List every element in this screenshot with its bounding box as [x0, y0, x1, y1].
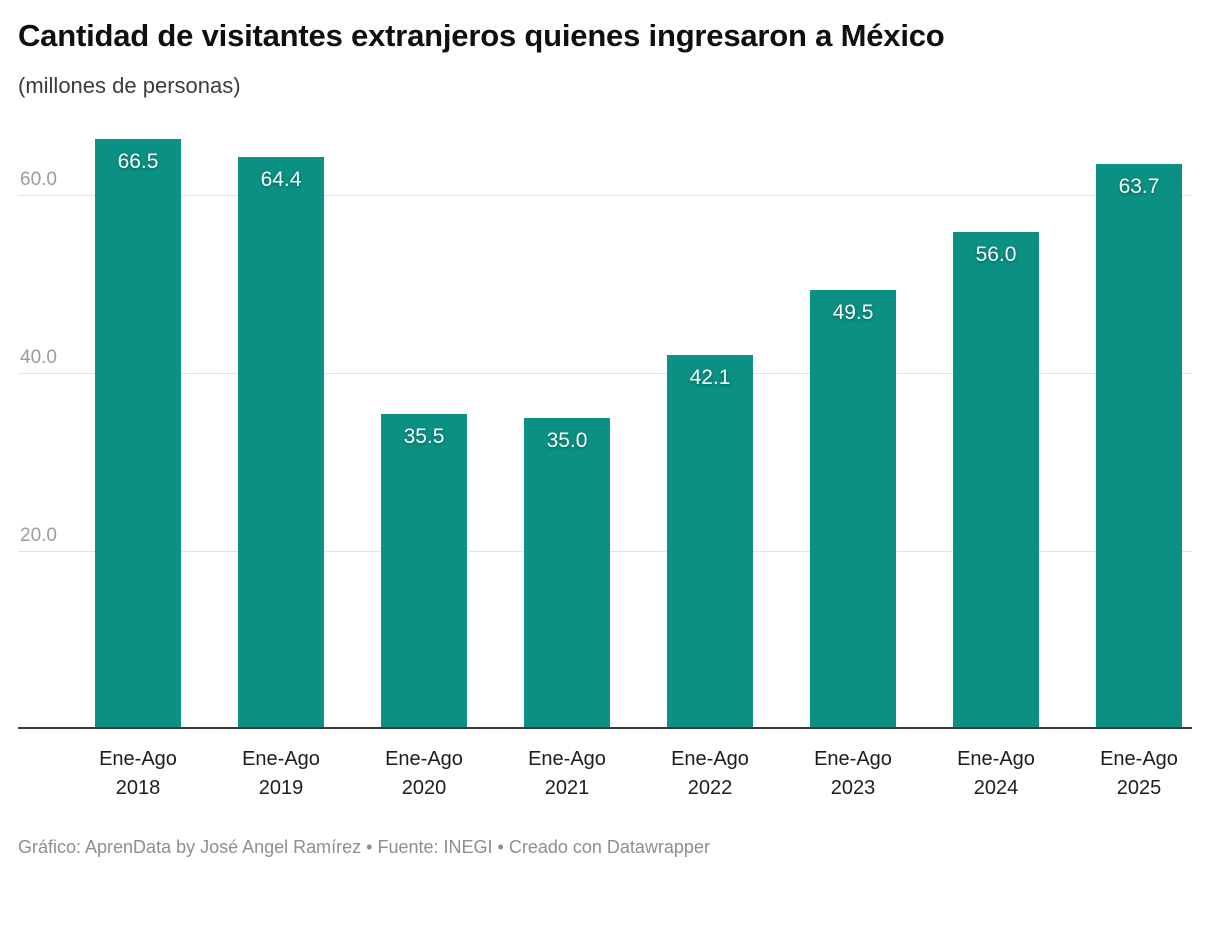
x-axis-label-line: 2025	[1116, 777, 1162, 800]
bar: 35.5	[381, 414, 467, 730]
bar-value-label: 66.5	[117, 149, 159, 173]
bar-value-label: 63.7	[1118, 174, 1160, 198]
bar: 64.4	[238, 157, 324, 730]
chart-footer: Gráfico: AprenData by José Angel Ramírez…	[18, 837, 1192, 858]
bar: 63.7	[1096, 163, 1182, 730]
bar-value-label: 64.4	[260, 168, 302, 192]
x-axis-label-line: Ene-Ago	[1100, 748, 1178, 771]
bar: 35.0	[524, 418, 610, 730]
x-axis-label-line: Ene-Ago	[671, 748, 749, 771]
x-axis-label: Ene-Ago 2020	[381, 745, 467, 803]
bars-container: 66.5 64.4 35.5 35.0 42.1 49.5 56.0 63.7	[18, 125, 1192, 730]
chart-subtitle: (millones de personas)	[18, 73, 241, 99]
x-axis-labels: Ene-Ago 2018 Ene-Ago 2019 Ene-Ago 2020 Ene-Ago…	[18, 745, 1192, 803]
bar-chart-plot: 20.0 40.0 60.0 66.5 64.4 35.5 35.0 42.1 49.5 56.…	[18, 125, 1192, 730]
bar: 56.0	[953, 231, 1039, 730]
x-axis-label-line: 2018	[115, 777, 161, 800]
x-axis-label-line: Ene-Ago	[814, 748, 892, 771]
x-axis-label: Ene-Ago 2021	[524, 745, 610, 803]
chart-title: Cantidad de visitantes extranjeros quien…	[18, 18, 945, 53]
attribution-text: Gráfico: AprenData by José Angel Ramírez…	[18, 837, 710, 858]
x-axis-label-line: Ene-Ago	[957, 748, 1035, 771]
gridline: 40.0	[18, 347, 1192, 375]
x-axis-label-line: 2019	[258, 777, 304, 800]
chart-header: Cantidad de visitantes extranjeros quien…	[18, 16, 1192, 99]
bar-value-label: 35.0	[546, 429, 588, 453]
x-axis-label-line: 2024	[973, 777, 1019, 800]
x-axis-label: Ene-Ago 2024	[953, 745, 1039, 803]
x-axis-label-line: Ene-Ago	[385, 748, 463, 771]
bar-value-label: 35.5	[403, 425, 445, 449]
x-axis-label-line: 2021	[544, 777, 590, 800]
x-axis-label: Ene-Ago 2022	[667, 745, 753, 803]
y-axis-tick-label: 20.0	[20, 524, 57, 546]
bar-value-label: 42.1	[689, 366, 731, 390]
y-axis-tick-label: 60.0	[20, 169, 57, 191]
bar: 42.1	[667, 355, 753, 730]
y-axis-tick-label: 40.0	[20, 347, 57, 369]
x-axis-label: Ene-Ago 2023	[810, 745, 896, 803]
bar: 66.5	[95, 138, 181, 730]
x-axis-baseline	[18, 727, 1192, 730]
x-axis-label-line: Ene-Ago	[528, 748, 606, 771]
bar-value-label: 49.5	[832, 300, 874, 324]
x-axis-label-line: Ene-Ago	[242, 748, 320, 771]
x-axis-label: Ene-Ago 2019	[238, 745, 324, 803]
x-axis-label: Ene-Ago 2025	[1096, 745, 1182, 803]
bar-value-label: 56.0	[975, 242, 1017, 266]
gridline: 60.0	[18, 169, 1192, 197]
x-axis-label-line: Ene-Ago	[99, 748, 177, 771]
x-axis-label: Ene-Ago 2018	[95, 745, 181, 803]
x-axis-label-line: 2023	[830, 777, 876, 800]
x-axis-label-line: 2020	[401, 777, 447, 800]
x-axis-label-line: 2022	[687, 777, 733, 800]
bar: 49.5	[810, 289, 896, 730]
